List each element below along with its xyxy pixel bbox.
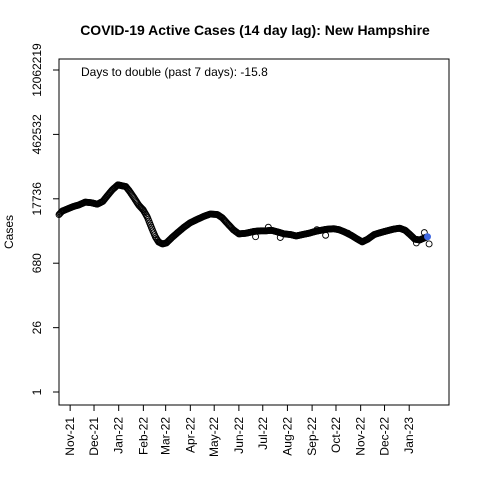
x-tick-label: Jun-22 xyxy=(232,417,246,454)
plot-area xyxy=(58,58,450,406)
x-tick-label: Aug-22 xyxy=(280,417,294,456)
x-tick-label: Jul-22 xyxy=(256,417,270,450)
data-point xyxy=(313,226,321,234)
data-points xyxy=(55,181,433,248)
x-tick-label: Jan-23 xyxy=(402,417,416,454)
latest-point xyxy=(424,233,432,241)
x-tick-label: Dec-21 xyxy=(87,417,101,456)
data-point xyxy=(252,233,260,241)
x-tick-label: Dec-22 xyxy=(378,417,392,456)
y-tick-label: 26 xyxy=(30,321,44,335)
annotation: Days to double (past 7 days): -15.8 xyxy=(81,65,268,79)
y-tick-label: 12062219 xyxy=(30,43,44,97)
data-point xyxy=(344,229,352,237)
x-tick-label: May-22 xyxy=(207,417,221,457)
x-tick-label: Feb-22 xyxy=(136,417,150,455)
x-tick-label: Nov-22 xyxy=(354,417,368,456)
x-tick-label: Mar-22 xyxy=(159,417,173,455)
y-tick-label: 462532 xyxy=(30,114,44,154)
y-tick-label: 1 xyxy=(30,388,44,395)
x-tick-label: Oct-22 xyxy=(329,417,343,453)
data-point xyxy=(322,231,330,239)
y-axis: 1 26 680 17736 462532 12062219 xyxy=(30,43,59,395)
data-point xyxy=(264,223,272,231)
x-axis: Nov-21 Dec-21 Jan-22 Feb-22 Mar-22 Apr-22 May-… xyxy=(63,405,416,457)
x-tick-label: Sep-22 xyxy=(305,417,319,456)
data-point xyxy=(412,239,420,247)
y-axis-title: Cases xyxy=(2,215,16,249)
y-tick-label: 680 xyxy=(30,253,44,273)
data-point xyxy=(276,234,284,241)
x-tick-label: Nov-21 xyxy=(63,417,77,456)
chart-title: COVID-19 Active Cases (14 day lag): New … xyxy=(80,22,430,38)
data-point xyxy=(425,240,433,248)
x-tick-label: Jan-22 xyxy=(112,417,126,454)
x-tick-label: Apr-22 xyxy=(183,417,197,453)
y-tick-label: 17736 xyxy=(30,182,44,216)
